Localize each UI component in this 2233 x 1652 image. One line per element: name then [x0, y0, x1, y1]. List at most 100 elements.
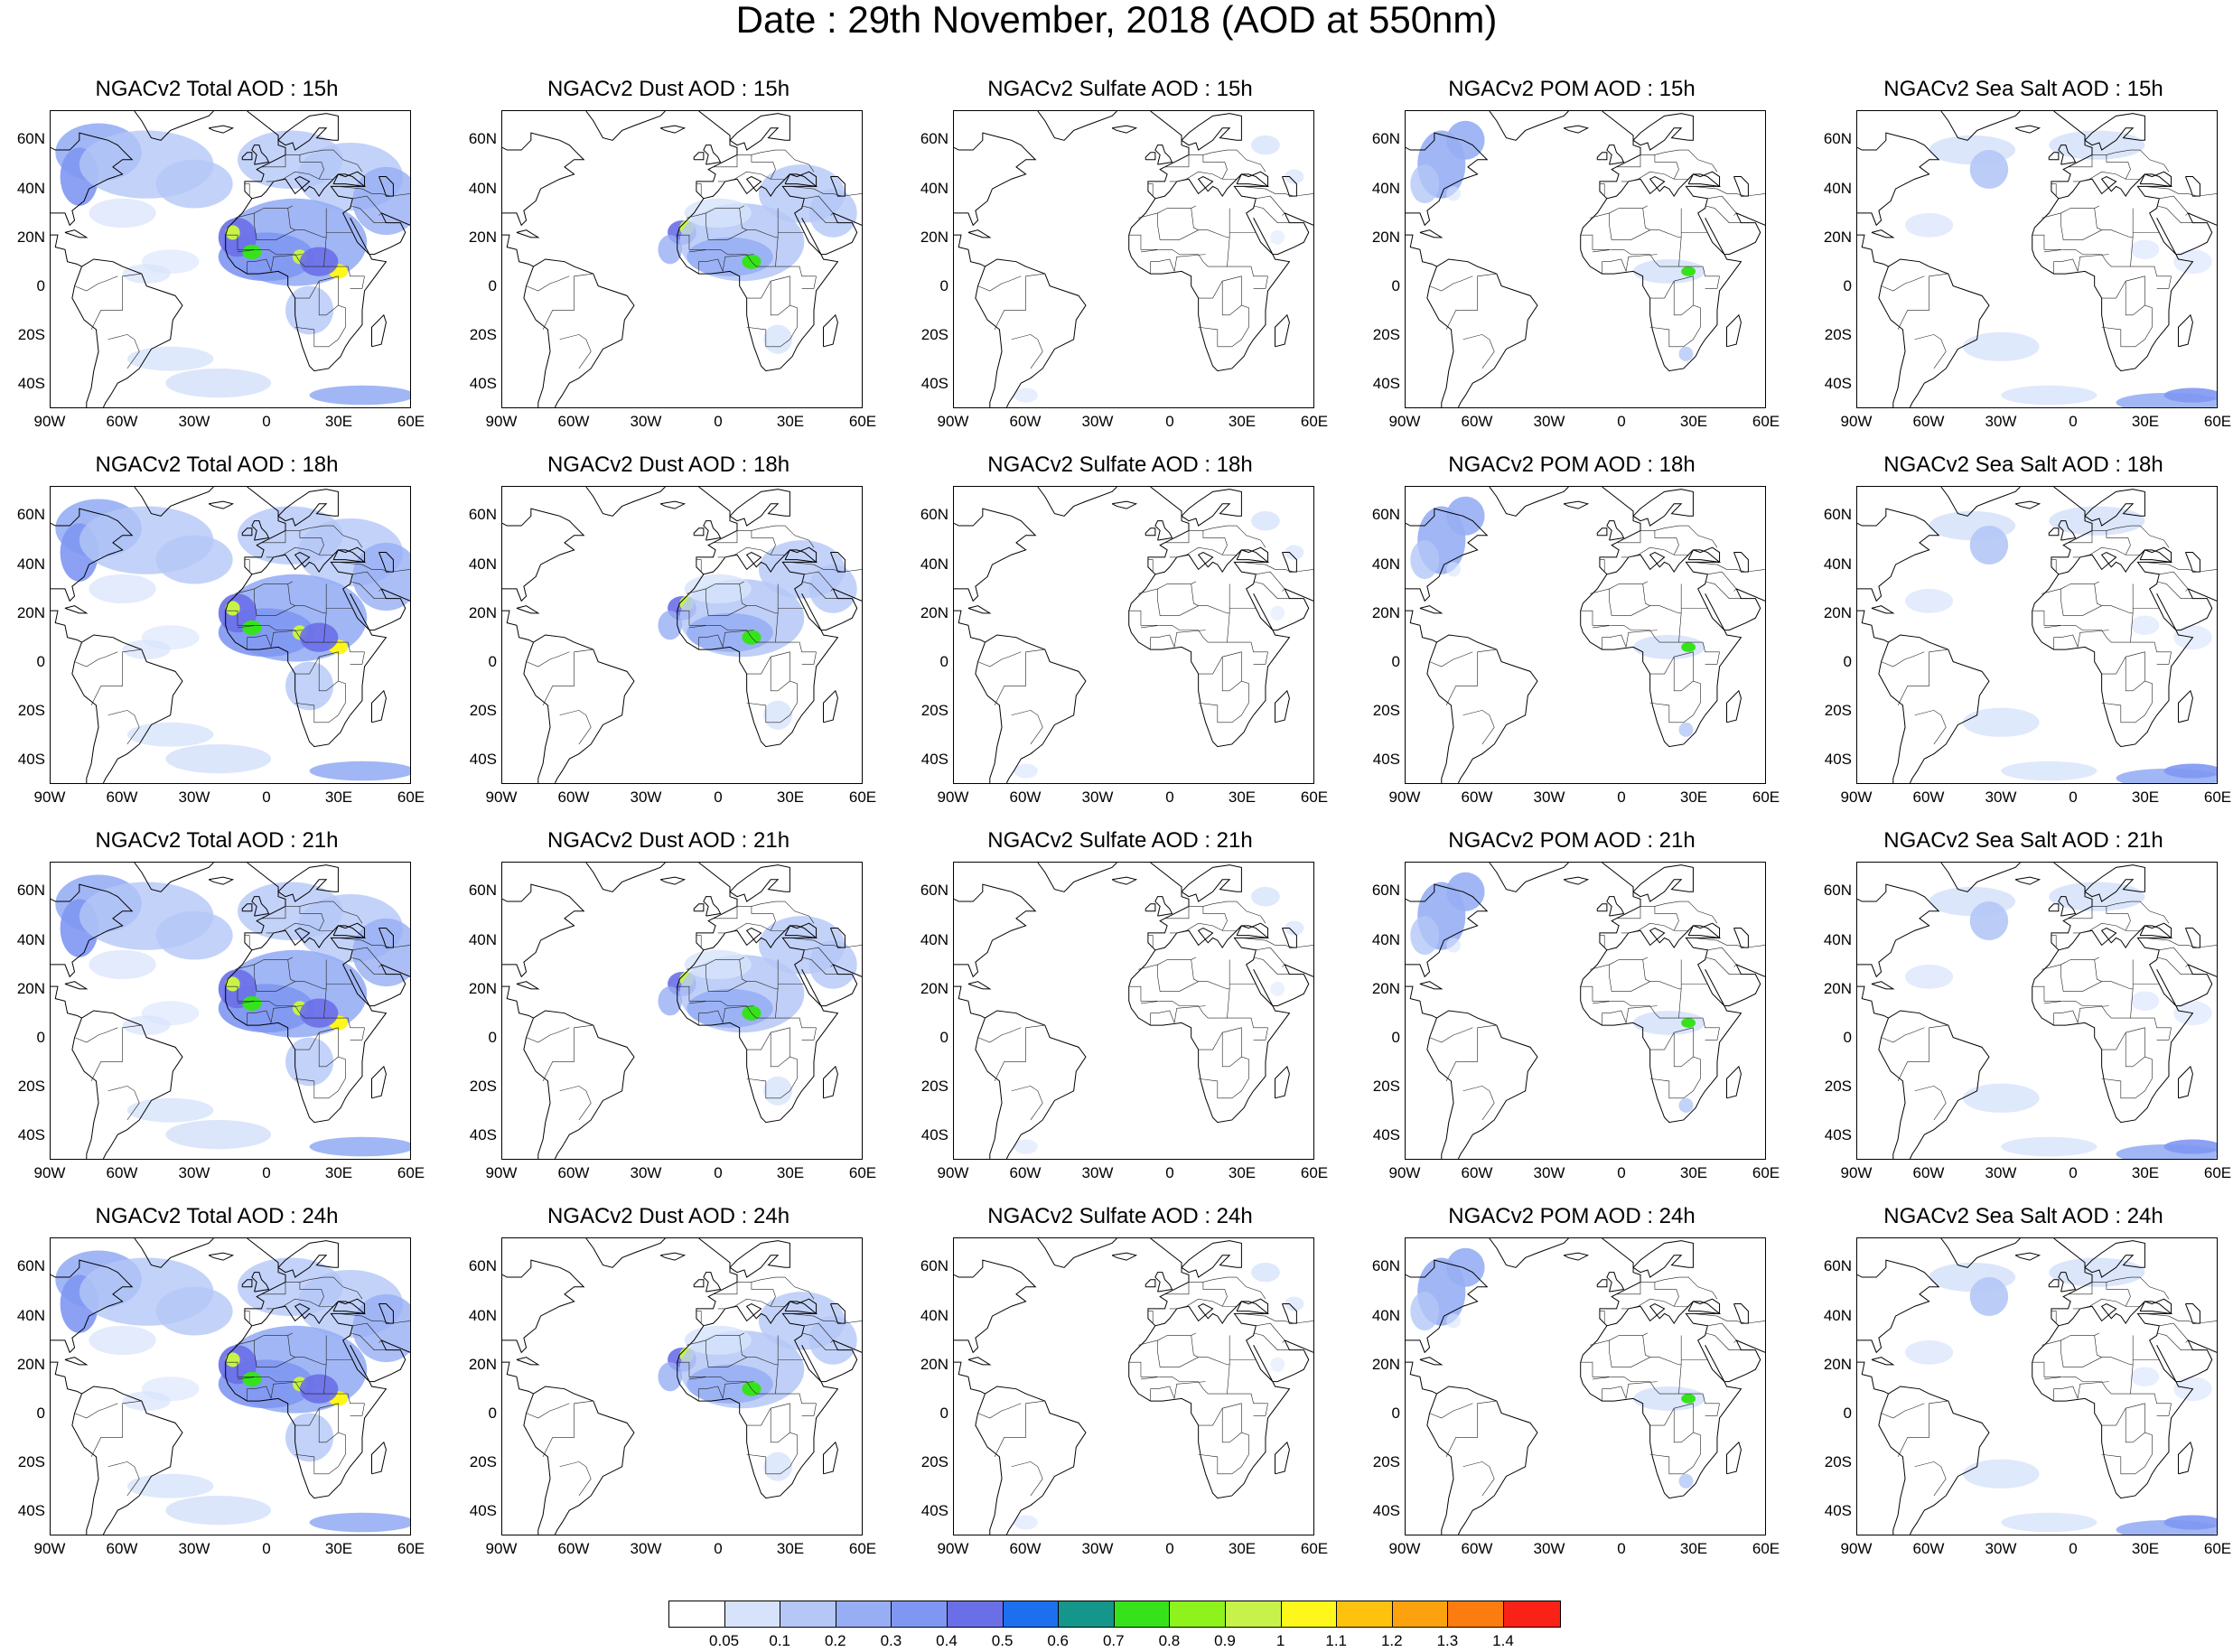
colorbar-swatch	[1503, 1601, 1560, 1627]
arabia-coast	[350, 211, 410, 256]
aod-region	[89, 949, 156, 980]
country-border	[74, 1027, 118, 1043]
scandinavia-coast	[729, 864, 790, 902]
colorbar-swatch	[1392, 1601, 1449, 1627]
south-america-west	[1878, 1017, 1906, 1159]
south-america-coast	[533, 634, 635, 783]
lon-tick-label: 30W	[1533, 789, 1565, 806]
aod-map	[51, 1238, 410, 1535]
aod-region	[1014, 1139, 1038, 1154]
ireland	[241, 527, 253, 537]
country-border	[696, 183, 702, 197]
aod-region	[242, 1371, 262, 1386]
aod-region	[89, 574, 156, 604]
lon-tick-label: 60E	[848, 1540, 877, 1557]
lat-tick-label: 40N	[16, 930, 45, 948]
country-border	[1625, 1381, 1658, 1399]
country-border	[1164, 1282, 1238, 1307]
aod-region	[165, 368, 272, 398]
country-border	[299, 149, 363, 173]
lat-tick-label: 20N	[920, 979, 948, 997]
lat-tick-label: 40S	[920, 750, 948, 768]
aod-region	[1251, 1262, 1280, 1283]
country-border	[2156, 205, 2193, 223]
country-border	[107, 1086, 140, 1121]
panel-title: NGACv2 Total AOD : 15h	[95, 77, 339, 101]
lon-tick-label: 90W	[1840, 789, 1873, 806]
lat-tick-label: 0	[488, 276, 497, 294]
north-america-coast	[502, 508, 585, 602]
country-border	[751, 901, 815, 924]
country-border	[789, 186, 862, 197]
caribbean-cuba	[516, 229, 540, 238]
aod-region	[684, 198, 752, 229]
colorbar-swatch	[1225, 1601, 1282, 1627]
country-border	[1693, 186, 1765, 197]
map-panel: NGACv2 Sea Salt AOD : 24h 60N 40N 20N 0 20S 40…	[1807, 1205, 2233, 1566]
country-border	[338, 938, 410, 948]
country-border	[2053, 1386, 2079, 1402]
aod-region	[1410, 1292, 1440, 1331]
aod-region	[1678, 346, 1694, 361]
lat-tick-label: 20S	[1372, 325, 1400, 343]
lat-tick-label: 60N	[16, 882, 45, 900]
aod-region	[1905, 964, 1954, 989]
lat-tick-label: 40N	[920, 930, 948, 948]
aod-region	[1962, 707, 2040, 737]
country-border	[287, 959, 295, 982]
arabia-coast	[1253, 1339, 1313, 1383]
map-frame	[50, 862, 411, 1160]
colorbar-swatch	[1337, 1601, 1393, 1627]
arabia-coast	[2156, 963, 2217, 1007]
lon-tick-label: 30E	[776, 413, 805, 430]
country-border	[770, 281, 790, 316]
caspian	[378, 552, 394, 573]
lat-tick-label: 20N	[468, 228, 497, 246]
aod-region	[299, 1374, 339, 1404]
lon-tick-label: 60E	[1300, 1540, 1329, 1557]
map-frame	[50, 486, 411, 784]
lat-tick-label: 60N	[16, 1257, 45, 1275]
south-america-west	[1426, 266, 1454, 407]
lon-tick-label: 90W	[33, 1164, 66, 1181]
black-sea	[2139, 925, 2173, 939]
europe-africa-coast	[2032, 1238, 2194, 1499]
map-frame	[1856, 486, 2218, 784]
lon-tick-label: 60E	[1300, 789, 1329, 806]
country-border	[705, 212, 779, 240]
country-border	[801, 1403, 817, 1416]
country-border	[2068, 1282, 2141, 1307]
country-border	[1140, 208, 1230, 267]
black-sea	[1687, 1301, 1722, 1315]
british-isles	[251, 520, 270, 541]
country-border	[1445, 273, 1497, 331]
central-america-coast	[51, 234, 82, 267]
country-border	[2101, 275, 2153, 348]
country-border	[1462, 710, 1495, 745]
europe-africa-coast	[677, 1238, 839, 1499]
country-border	[2156, 275, 2172, 289]
lon-tick-label: 30W	[178, 1164, 210, 1181]
country-border	[2043, 1335, 2134, 1395]
lat-tick-label: 20S	[1824, 701, 1852, 719]
country-border	[1221, 657, 1242, 692]
country-border	[1198, 275, 1249, 348]
central-america-coast	[51, 985, 82, 1019]
central-america-coast	[1406, 985, 1437, 1019]
lon-tick-label: 30W	[178, 789, 210, 806]
country-border	[542, 649, 593, 706]
madagascar	[1275, 1441, 1290, 1475]
lat-tick-label: 20S	[469, 1452, 497, 1470]
aod-region	[225, 601, 240, 616]
country-border	[294, 651, 346, 723]
lon-tick-label: 60W	[557, 789, 590, 806]
iceland	[659, 876, 687, 885]
caspian	[2185, 176, 2200, 197]
country-border	[1157, 964, 1230, 992]
aod-region	[242, 620, 262, 635]
aod-region	[225, 1352, 240, 1367]
lat-tick-label: 40S	[469, 1125, 497, 1143]
colorbar-label: 1.3	[1436, 1632, 1459, 1649]
aod-region	[89, 198, 156, 229]
country-border	[244, 559, 250, 573]
